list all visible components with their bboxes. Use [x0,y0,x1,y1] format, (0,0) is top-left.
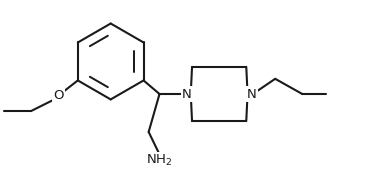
Text: NH$_2$: NH$_2$ [146,153,173,168]
Text: O: O [53,89,64,102]
Text: N: N [247,87,257,101]
Text: N: N [182,87,191,101]
